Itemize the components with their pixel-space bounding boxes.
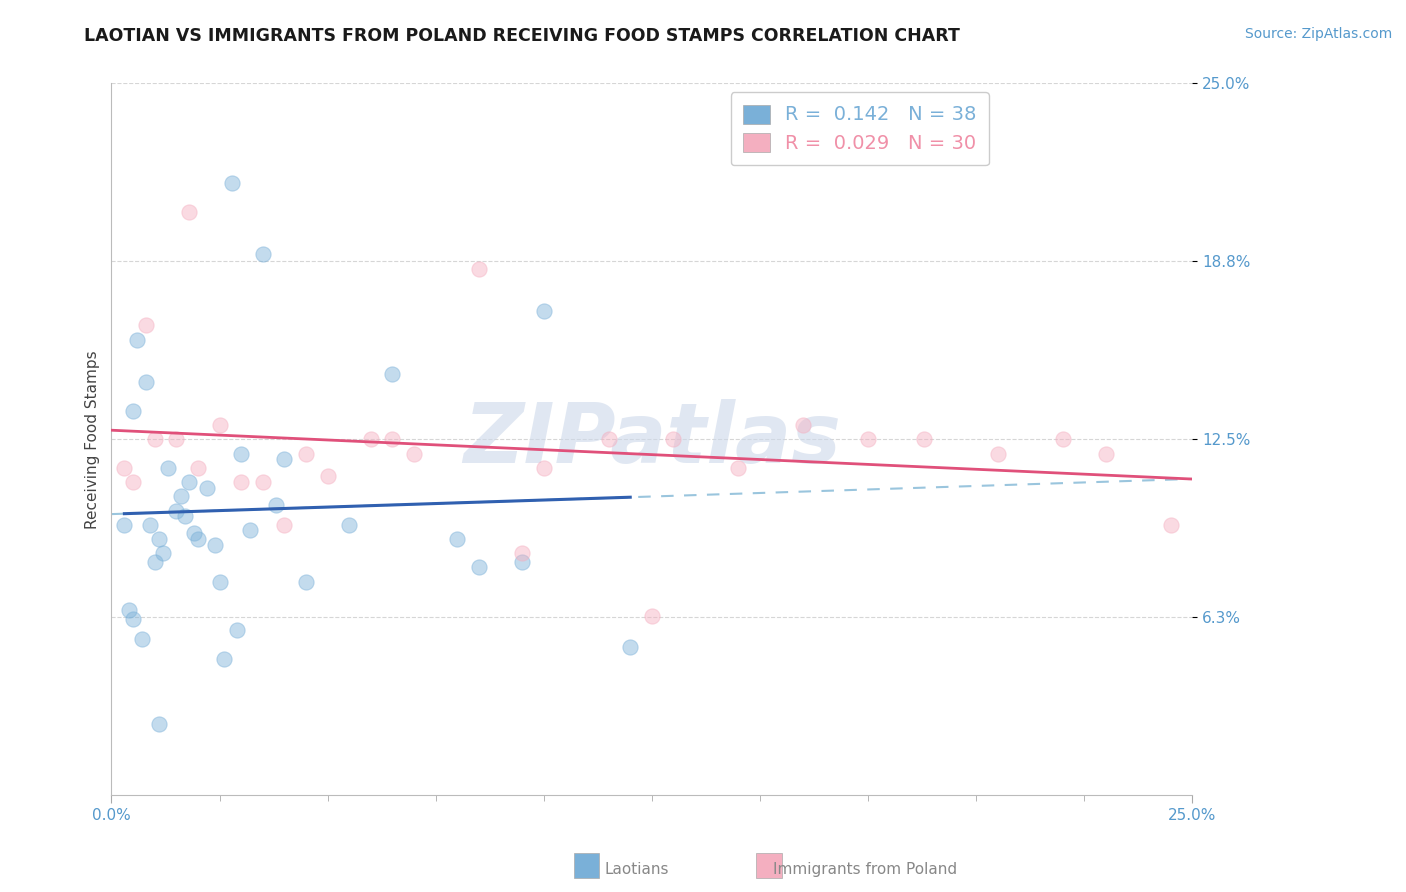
Point [187,460,209,475]
Point [381,433,404,447]
Point [135,376,157,390]
Point [295,447,318,461]
Text: Source: ZipAtlas.com: Source: ZipAtlas.com [1244,27,1392,41]
Point [295,574,318,589]
FancyBboxPatch shape [574,853,599,878]
Point [252,247,274,261]
Point [229,475,252,489]
Point [727,460,749,475]
Point [402,447,425,461]
Point [533,304,555,318]
Point [143,555,166,569]
Point [446,532,468,546]
Y-axis label: Receiving Food Stamps: Receiving Food Stamps [86,350,100,529]
Point [239,524,262,538]
Point [1160,517,1182,532]
Point [143,433,166,447]
Point [148,532,170,546]
Point [122,612,145,626]
Point [179,204,201,219]
Point [183,526,205,541]
FancyBboxPatch shape [756,853,782,878]
Point [165,503,187,517]
Point [195,481,218,495]
Point [533,460,555,475]
Point [316,469,339,483]
Point [619,640,641,655]
Point [122,475,145,489]
Point [135,318,157,333]
Point [662,433,685,447]
Point [118,603,141,617]
Point [510,546,533,560]
Point [229,447,252,461]
Text: Laotians: Laotians [605,863,669,877]
Point [139,517,162,532]
Point [792,418,814,433]
Point [252,475,274,489]
Point [1052,433,1074,447]
Point [148,717,170,731]
Text: Immigrants from Poland: Immigrants from Poland [773,863,957,877]
Point [337,517,360,532]
Point [131,632,153,646]
Point [360,433,382,447]
Point [122,404,145,418]
Point [179,475,201,489]
Point [221,176,243,190]
Point [264,498,287,512]
Point [169,489,191,503]
Point [187,532,209,546]
Point [273,517,295,532]
Point [856,433,879,447]
Point [468,560,491,574]
Legend: R =  0.142   N = 38, R =  0.029   N = 30: R = 0.142 N = 38, R = 0.029 N = 30 [731,93,988,166]
Point [152,546,174,560]
Point [987,447,1010,461]
Point [912,433,935,447]
Point [225,623,247,637]
Point [381,367,404,381]
Point [208,574,231,589]
Text: LAOTIAN VS IMMIGRANTS FROM POLAND RECEIVING FOOD STAMPS CORRELATION CHART: LAOTIAN VS IMMIGRANTS FROM POLAND RECEIV… [84,27,960,45]
Point [1095,447,1118,461]
Point [598,433,620,447]
Point [174,509,197,524]
Point [273,452,295,467]
Point [468,261,491,276]
Point [510,555,533,569]
Point [165,433,187,447]
Point [112,460,135,475]
Point [204,538,226,552]
Point [112,517,135,532]
Point [212,651,235,665]
Point [641,608,664,623]
Point [208,418,231,433]
Point [127,333,149,347]
Point [156,460,179,475]
Text: ZIPatlas: ZIPatlas [463,399,841,480]
